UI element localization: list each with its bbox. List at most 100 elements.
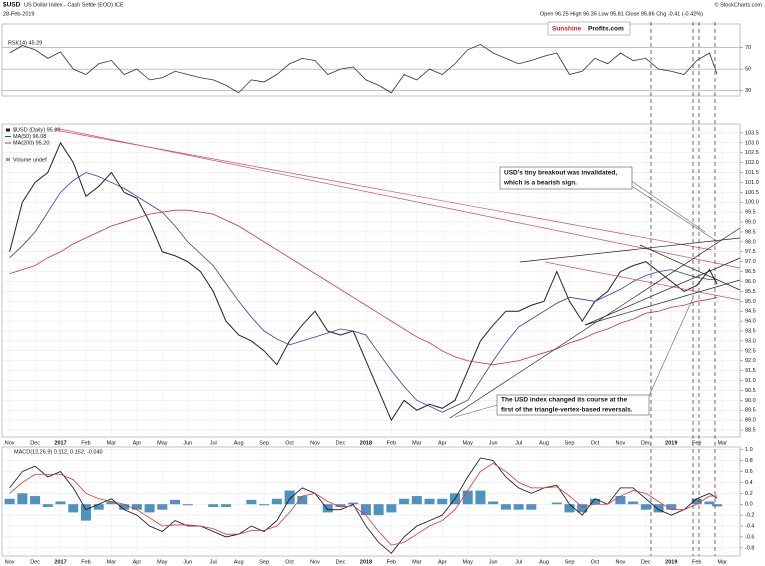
y-tick-label: 96.5: [745, 269, 756, 275]
y-tick-label: 91.5: [745, 368, 756, 374]
annotations: USD's tiny breakout was invalidated, whi…: [454, 166, 719, 418]
histogram-bar: [424, 498, 435, 505]
y-tick-label: 101.0: [745, 180, 759, 186]
series-line: [9, 462, 718, 546]
y-tick-label: 91.0: [745, 378, 756, 384]
histogram-bar: [513, 504, 524, 510]
y-tick-label: 97.0: [745, 259, 756, 265]
x-tick-label: 2018: [360, 559, 372, 565]
pointer: [454, 404, 498, 418]
x-tick-label: Dec: [336, 559, 346, 565]
x-tick-label: May: [157, 559, 168, 565]
series-line: [9, 43, 718, 94]
histogram-bar: [246, 499, 257, 505]
y-tick-label: 100.5: [745, 190, 759, 196]
x-tick-label: May: [157, 440, 168, 446]
histogram-bar: [526, 504, 537, 510]
y-tick-label: 102.0: [745, 160, 759, 166]
x-tick-label: Nov: [310, 559, 320, 565]
x-tick-label: Mar: [412, 440, 422, 446]
x-tick-label: Aug: [234, 559, 244, 565]
y-tick-label: 0.6: [745, 469, 753, 475]
x-tick-label: Oct: [285, 559, 294, 565]
y-tick-label: 98.5: [745, 229, 756, 235]
x-tick-label: Jul: [515, 440, 522, 446]
y-tick-label: 99.0: [745, 220, 756, 226]
x-tick-label: Feb: [387, 440, 396, 446]
y-tick-label: -0.4: [745, 523, 754, 529]
y-tick-label: 89.5: [745, 408, 756, 414]
histogram-bar: [93, 504, 104, 510]
panels: [1, 23, 741, 557]
histogram-bar: [208, 504, 219, 507]
annotation-text: USD's tiny breakout was invalidated,: [504, 170, 617, 177]
histogram-bar: [386, 504, 397, 513]
x-tick-label: Sep: [565, 440, 575, 446]
trend-line: [54, 129, 713, 251]
x-tick-label: Mar: [412, 559, 422, 565]
y-tick-label: 99.5: [745, 210, 756, 216]
histogram-bar: [360, 504, 371, 516]
x-tick-label: Mar: [717, 440, 727, 446]
x-tick-label: Oct: [285, 440, 294, 446]
x-tick-label: Feb: [81, 440, 90, 446]
x-tick-label: Oct: [591, 440, 600, 446]
histogram-bar: [577, 504, 588, 513]
y-tick-label: 90.0: [745, 398, 756, 404]
y-tick-label: 90.5: [745, 388, 756, 394]
x-tick-label: Apr: [438, 440, 447, 446]
histogram-bar: [17, 493, 28, 505]
trend-line: [54, 127, 741, 269]
histogram-bar: [182, 504, 193, 506]
histogram-bar: [119, 504, 130, 510]
grid: 70 50 30 103.5 103.0 102.5 102.0 101.5 101.0 100.…: [2, 45, 759, 565]
x-tick-label: Aug: [539, 559, 549, 565]
histogram-bar: [640, 504, 651, 510]
y-tick-label: 89.0: [745, 418, 756, 424]
x-tick-label: Feb: [81, 559, 90, 565]
volume-legend: Volume undef: [13, 157, 47, 163]
x-tick-label: 2019: [665, 440, 677, 446]
symbol: $USD: [3, 2, 21, 9]
x-tick-label: Mar: [107, 440, 117, 446]
logo-text: Profits.com: [588, 26, 624, 33]
x-tick-label: Feb: [692, 559, 701, 565]
x-tick-label: Jul: [210, 559, 217, 565]
y-tick-label: -0.2: [745, 513, 754, 519]
x-tick-label: May: [463, 559, 474, 565]
x-tick-label: Nov: [616, 559, 626, 565]
histogram-bar: [589, 498, 600, 505]
pointer: [629, 179, 706, 233]
trend-line: [449, 227, 741, 419]
x-tick-label: 2017: [54, 440, 66, 446]
histogram-bar: [335, 504, 346, 507]
histogram-bar: [170, 499, 181, 505]
histogram-bar: [475, 490, 486, 505]
histogram-bar: [462, 490, 473, 505]
y-tick-label: 103.0: [745, 140, 759, 146]
y-tick-label: 0.4: [745, 480, 753, 486]
histogram-bar: [488, 501, 499, 505]
x-tick-label: 2019: [665, 559, 677, 565]
y-tick-label: 101.5: [745, 170, 759, 176]
x-tick-label: Nov: [5, 559, 15, 565]
y-tick-label: 94.5: [745, 309, 756, 315]
histogram-bar: [80, 504, 91, 521]
y-tick-label: 97.5: [745, 249, 756, 255]
x-tick-label: Apr: [133, 559, 142, 565]
y-tick-label: 50: [745, 67, 751, 73]
histogram-bar: [628, 501, 639, 505]
x-tick-label: Jun: [183, 440, 192, 446]
annotation-text: The USD index changed its course at the: [501, 397, 627, 404]
rsi-panel: [1, 23, 741, 97]
x-tick-label: Dec: [30, 440, 40, 446]
y-tick-label: 93.0: [745, 338, 756, 344]
x-tick-label: Dec: [30, 559, 40, 565]
series-line: [9, 172, 718, 413]
macd-legend: MACD(12,26,9) 0.112, 0.152, -0.040: [14, 449, 103, 455]
quote: Open 96.25 High 96.35 Low 95.81 Close 95…: [540, 11, 703, 17]
y-tick-label: 100.0: [745, 200, 759, 206]
x-tick-label: Nov: [616, 440, 626, 446]
y-tick-label: 94.0: [745, 319, 756, 325]
